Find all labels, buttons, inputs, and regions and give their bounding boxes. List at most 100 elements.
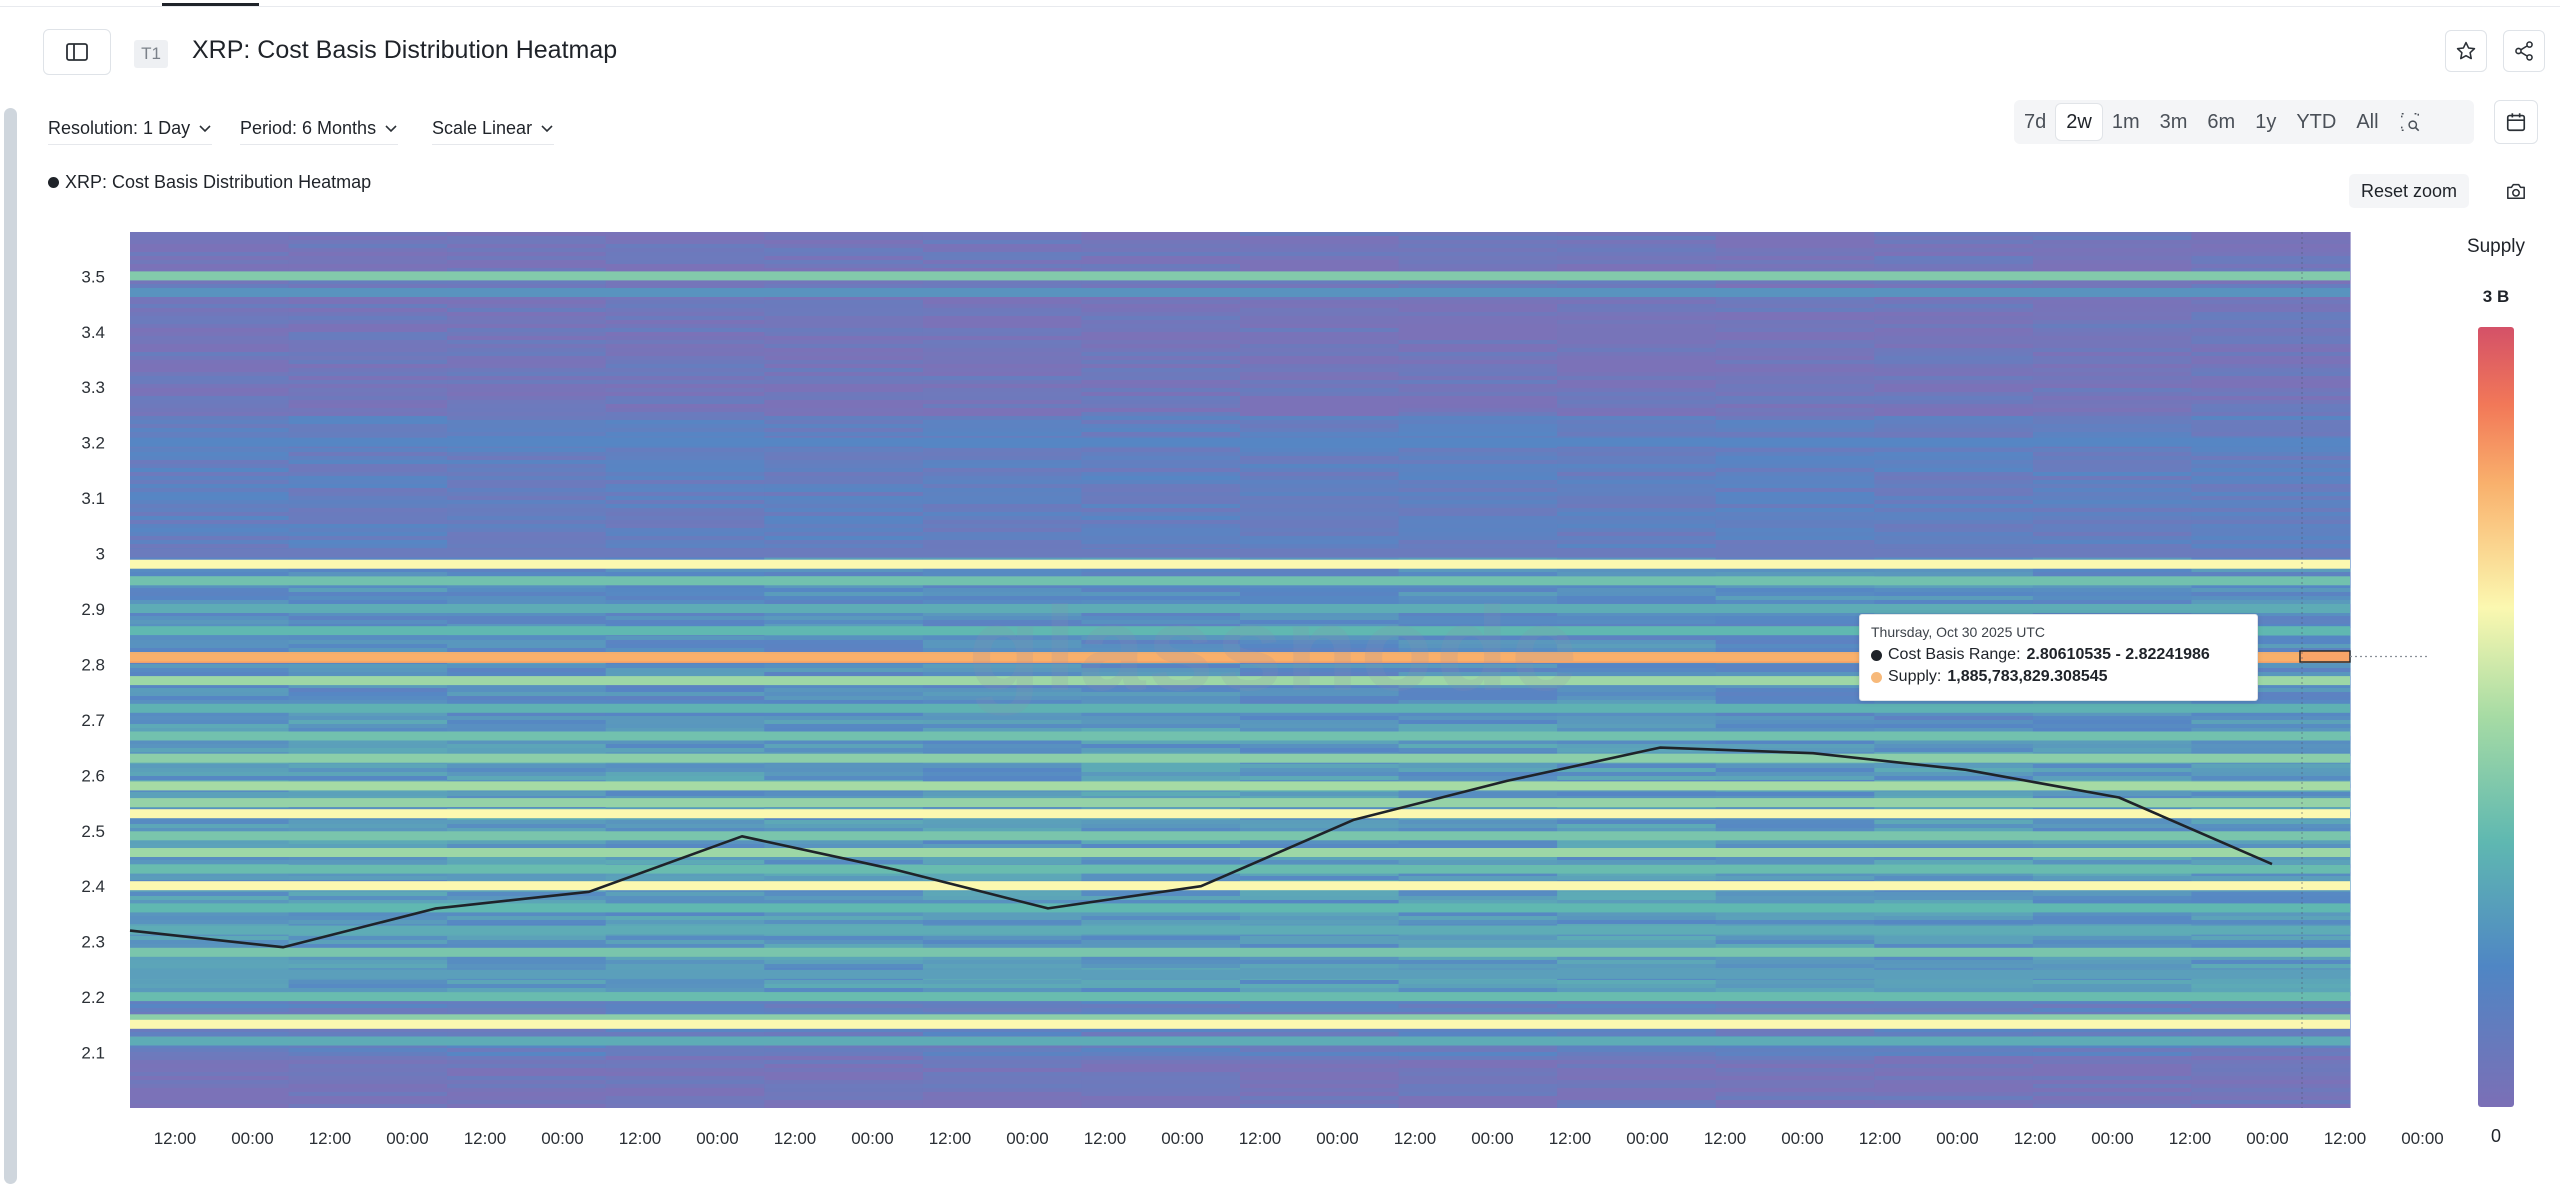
share-button[interactable]: [2503, 30, 2545, 72]
heatmap-cell: [922, 728, 1083, 732]
screenshot-button[interactable]: [2494, 174, 2538, 208]
heatmap-cell: [130, 940, 290, 944]
heatmap-cell: [1398, 504, 1558, 508]
page-scrollbar[interactable]: [4, 108, 17, 1184]
calendar-button[interactable]: [2494, 100, 2538, 144]
heatmap-cell: [1557, 724, 1717, 728]
heatmap-cell: [2032, 488, 2193, 492]
heatmap-cell: [2032, 448, 2193, 452]
heatmap-cell: [1715, 684, 1875, 688]
watermark: glassnode: [968, 582, 1580, 716]
heatmap-cell: [1081, 720, 1241, 724]
heatmap-cell: [922, 488, 1083, 492]
heatmap-cell: [1557, 456, 1717, 460]
heatmap-cell: [1874, 588, 2034, 592]
heatmap-cell: [288, 820, 448, 824]
heatmap-cell: [922, 516, 1083, 520]
heatmap-cell: [1081, 352, 1241, 356]
heatmap-cell: [447, 956, 607, 960]
heatmap-cell: [2191, 336, 2351, 340]
heatmap-cell: [2191, 472, 2351, 476]
heatmap-cell: [605, 516, 765, 520]
heatmap-cell: [130, 892, 290, 896]
heatmap-cell: [1240, 820, 1400, 824]
range-6m[interactable]: 6m: [2207, 110, 2236, 133]
heatmap-cell: [922, 416, 1083, 420]
heatmap-cell: [130, 1072, 290, 1076]
resolution-dropdown[interactable]: Resolution: 1 Day: [48, 112, 213, 145]
heatmap-cell: [1240, 232, 1400, 236]
heatmap-cell: [1874, 936, 2034, 940]
heatmap-cell: [288, 384, 448, 388]
heatmap-cell: [1398, 912, 1558, 916]
heatmap-cell: [2191, 828, 2351, 832]
chart-legend[interactable]: XRP: Cost Basis Distribution Heatmap: [48, 172, 371, 193]
heatmap-cell: [2032, 944, 2193, 948]
heatmap-cell: [922, 764, 1083, 768]
heatmap-cell: [2032, 764, 2193, 768]
supply-band: [130, 1036, 2350, 1046]
heatmap-cell: [1081, 248, 1241, 252]
heatmap-cell: [605, 828, 765, 832]
heatmap-cell: [1081, 264, 1241, 268]
heatmap-cell: [1715, 508, 1875, 512]
heatmap-cell: [1715, 1008, 1875, 1012]
heatmap-cell: [2032, 348, 2193, 352]
reset-zoom-button[interactable]: Reset zoom: [2349, 174, 2469, 208]
heatmap-cell: [1081, 980, 1241, 984]
heatmap-cell: [447, 468, 607, 472]
heatmap-cell: [2191, 468, 2351, 472]
heatmap-cell: [1398, 696, 1558, 700]
heatmap-cell: [764, 336, 924, 340]
page-title: XRP: Cost Basis Distribution Heatmap: [192, 36, 618, 64]
heatmap-cell: [447, 524, 607, 528]
range-2w[interactable]: 2w: [2056, 104, 2102, 140]
heatmap-cell: [2032, 508, 2193, 512]
heatmap-cell: [2032, 792, 2193, 796]
heatmap-cell: [922, 544, 1083, 548]
heatmap-cell: [1874, 964, 2034, 968]
tooltip-supply-label: Supply:: [1888, 668, 1942, 685]
x-tick-label: 00:00: [696, 1129, 739, 1148]
heatmap-cell: [605, 488, 765, 492]
period-dropdown[interactable]: Period: 6 Months: [240, 112, 399, 145]
heatmap-cell: [764, 584, 924, 588]
heatmap-cell: [1398, 892, 1558, 896]
heatmap-cell: [2191, 872, 2351, 876]
heatmap-cell: [1240, 424, 1400, 428]
heatmap-cell: [1874, 404, 2034, 408]
heatmap-cell: [605, 1064, 765, 1068]
heatmap-cell: [1874, 740, 2034, 744]
range-7d[interactable]: 7d: [2024, 110, 2047, 133]
heatmap-cell: [1240, 620, 1400, 624]
heatmap-cell: [2191, 392, 2351, 396]
heatmap-cell: [922, 428, 1083, 432]
favorite-button[interactable]: [2445, 30, 2487, 72]
heatmap-cell: [605, 252, 765, 256]
heatmap-cell: [1398, 700, 1558, 704]
heatmap-cell: [1081, 936, 1241, 940]
heatmap-cell: [2032, 596, 2193, 600]
heatmap-cell: [1398, 488, 1558, 492]
heatmap-cell: [1715, 776, 1875, 780]
heatmap-cell: [922, 284, 1083, 288]
range-3m[interactable]: 3m: [2159, 110, 2188, 133]
range-1m[interactable]: 1m: [2111, 110, 2140, 133]
heatmap-cell: [447, 1060, 607, 1064]
heatmap-cell: [1715, 464, 1875, 468]
heatmap-cell: [1240, 740, 1400, 744]
heatmap-cell: [447, 592, 607, 596]
range-1y[interactable]: 1y: [2255, 110, 2277, 133]
heatmap-cell: [447, 544, 607, 548]
sidebar-toggle-button[interactable]: [43, 29, 111, 75]
heatmap-cell: [1081, 700, 1241, 704]
heatmap-cell: [130, 1076, 290, 1080]
heatmap-cell: [447, 664, 607, 668]
zoom-select-button[interactable]: [2389, 104, 2431, 140]
heatmap-cell: [130, 1096, 290, 1100]
heatmap-cell: [1240, 592, 1400, 596]
heatmap-cell: [1081, 508, 1241, 512]
range-all[interactable]: All: [2356, 110, 2379, 133]
range-ytd[interactable]: YTD: [2296, 110, 2337, 133]
scale-dropdown[interactable]: Scale Linear: [432, 112, 555, 145]
